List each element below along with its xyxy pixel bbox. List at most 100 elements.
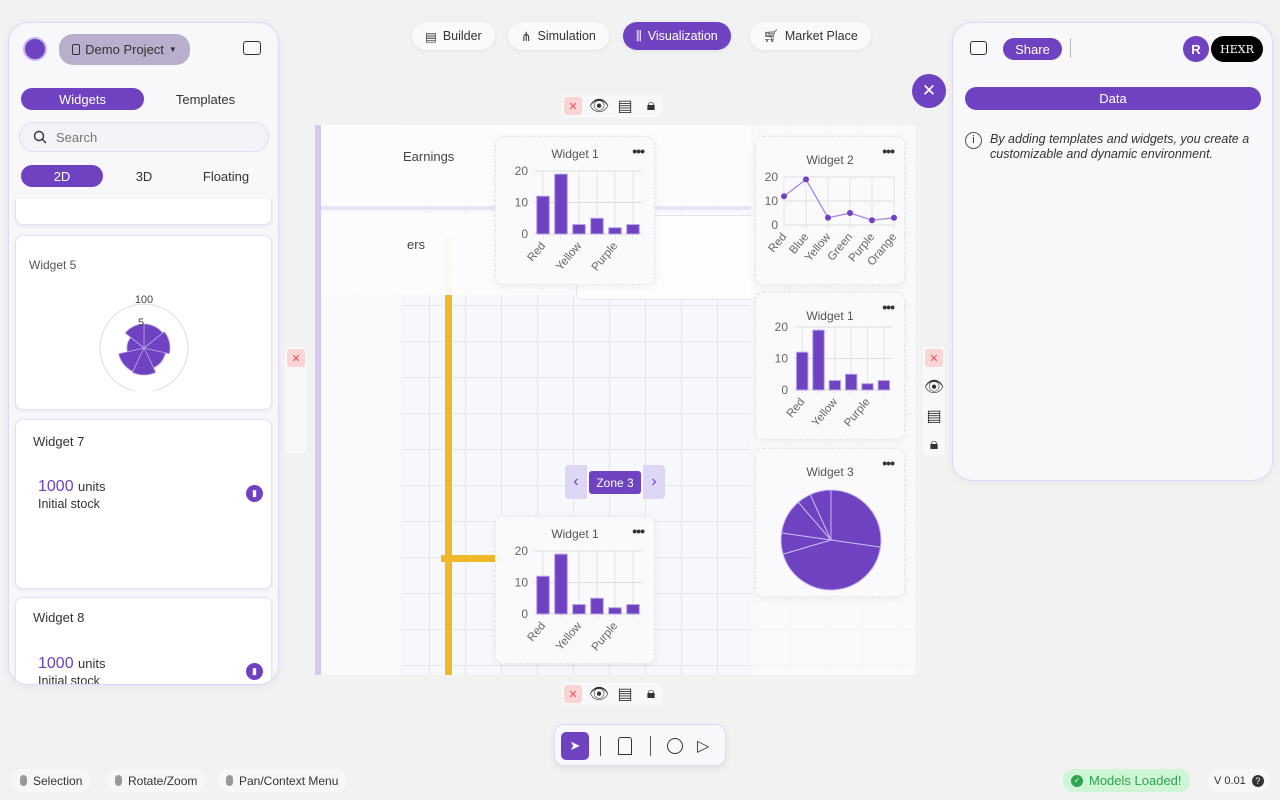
widget-card-1-right[interactable]: Widget 1 ••• 0 10 20 Red Yellow Purple (755, 292, 905, 440)
x-tick-label: Purple (842, 396, 873, 429)
info-text: By adding templates and widgets, you cre… (990, 132, 1250, 161)
chart-icon[interactable]: ▮ (246, 485, 263, 502)
x-tick-label: Yellow (554, 620, 585, 653)
bar (572, 604, 586, 615)
nav-builder[interactable]: ▤ Builder (412, 22, 495, 50)
info-icon: i (965, 132, 982, 149)
eye-icon[interactable]: 👁︎ (588, 686, 610, 703)
widget-card-partial[interactable] (15, 199, 272, 225)
series-line (783, 178, 895, 221)
data-point (803, 176, 809, 183)
version: V 0.01? (1208, 769, 1270, 792)
play-tool[interactable]: ▷ (697, 738, 710, 755)
data-point (869, 217, 875, 224)
tools-button[interactable]: ✕ (912, 74, 946, 108)
bar (877, 380, 891, 391)
bar (536, 195, 550, 235)
close-icon[interactable]: ✕ (564, 97, 582, 115)
bar (536, 575, 550, 615)
y-tick-label: 0 (521, 607, 528, 621)
pie-slice (809, 489, 832, 541)
more-icon[interactable]: ••• (882, 455, 895, 471)
mode-floating[interactable]: Floating (202, 168, 250, 184)
polar-chart: 100 5 (99, 294, 189, 391)
check-icon: ✓ (1071, 774, 1083, 787)
y-tick-label: 0 (771, 218, 778, 232)
panel-toggle-icon[interactable] (970, 41, 987, 55)
widget-card-1-top[interactable]: Widget 1 ••• 0 10 20 Red Yellow Purple (495, 136, 655, 285)
sidebar-toggle-icon[interactable] (243, 41, 261, 55)
tools-icon: ✕ (921, 81, 937, 100)
mode-2d[interactable]: 2D (21, 165, 103, 187)
share-button[interactable]: Share (1003, 38, 1062, 60)
cart-icon: 🛒︎ (763, 28, 779, 43)
close-icon[interactable]: ✕ (564, 685, 582, 703)
lock-icon[interactable]: 🔒︎ (646, 685, 656, 702)
status-badge: ✓ Models Loaded! (1063, 769, 1190, 792)
more-icon[interactable]: ••• (632, 143, 645, 159)
tab-templates[interactable]: Templates (175, 91, 236, 107)
more-icon[interactable]: ••• (632, 523, 645, 539)
polar-slice (143, 331, 171, 355)
bar (861, 383, 874, 391)
zone-label: Zone 3 (589, 471, 641, 494)
pointer-tool[interactable]: ➤ (561, 732, 589, 760)
hint-pan: Pan/Context Menu (218, 769, 347, 792)
help-icon[interactable]: ? (1251, 774, 1264, 787)
more-icon[interactable]: ••• (882, 143, 895, 159)
bar (590, 217, 604, 235)
polar-slice (124, 323, 145, 349)
comment-tool[interactable] (667, 738, 683, 754)
zone-prev-button[interactable]: ‹ (565, 465, 587, 499)
pie-slice (830, 489, 882, 548)
search-icon (33, 130, 47, 144)
eye-icon[interactable]: 👁︎ (588, 98, 610, 115)
bar (608, 607, 622, 615)
visualization-icon: ⫼ (636, 28, 642, 43)
bottom-toolbar: ➤ ▷ (554, 724, 726, 766)
nav-visualization[interactable]: ⫼ Visualization (623, 22, 731, 50)
clear-icon[interactable]: ▤ (926, 408, 942, 425)
widget-card-3[interactable]: Widget 3 ••• (755, 448, 905, 597)
earnings-label: Earnings (403, 149, 455, 164)
more-icon[interactable]: ••• (882, 299, 895, 315)
x-tick-label: Red (785, 396, 808, 420)
widget-card-5[interactable]: Widget 5 100 5 (15, 235, 272, 410)
app-logo-icon[interactable] (23, 37, 47, 61)
tab-widgets[interactable]: Widgets (21, 88, 144, 110)
widget-card-2[interactable]: Widget 2 ••• 0 10 20 Red Blue Yellow Green Purple… (755, 136, 905, 285)
polar-tick-100: 100 (135, 294, 153, 306)
x-tick-label: Purple (590, 620, 621, 653)
clear-icon[interactable]: ▤ (617, 98, 633, 115)
chart-icon[interactable]: ▮ (246, 663, 263, 680)
widget-list[interactable]: Widget 5 100 5 Widget 7 1000 units Initi… (9, 199, 278, 684)
orders-label: ers (407, 237, 426, 252)
project-dropdown[interactable]: Demo Project ▼ (59, 34, 190, 65)
close-icon[interactable]: ✕ (287, 349, 305, 367)
widget-card-7[interactable]: Widget 7 1000 units Initial stock ▮ (15, 419, 272, 589)
lock-icon[interactable]: 🔒︎ (646, 97, 656, 114)
bar (626, 224, 640, 235)
clear-icon[interactable]: ▤ (617, 686, 633, 703)
data-point (847, 210, 853, 216)
polar-slice (131, 347, 157, 376)
y-tick-label: 10 (765, 194, 779, 208)
bar (554, 173, 568, 235)
widget-card-8[interactable]: Widget 8 1000 units Initial stock ▮ (15, 597, 272, 684)
nav-simulation[interactable]: ⋔ Simulation (508, 22, 609, 50)
close-icon[interactable]: ✕ (925, 349, 943, 367)
mode-3d[interactable]: 3D (135, 168, 153, 184)
nav-market-place[interactable]: 🛒︎ Market Place (750, 22, 871, 50)
zone-next-button[interactable]: › (643, 465, 665, 499)
eye-icon[interactable]: 👁︎ (923, 379, 945, 396)
lock-icon[interactable]: 🔒︎ (929, 436, 939, 453)
search-input[interactable]: Search (19, 122, 269, 152)
x-tick-label: Yellow (810, 396, 841, 429)
data-point (781, 193, 787, 200)
data-tab[interactable]: Data (965, 87, 1261, 110)
right-panel: Share R HEXR Data i By adding templates … (952, 22, 1273, 481)
mouse-left-icon (20, 775, 27, 786)
bookmark-tool[interactable] (618, 737, 632, 755)
widget-card-1-bottom[interactable]: Widget 1 ••• 0 10 20 Red Yellow Purple (495, 516, 655, 664)
avatar[interactable]: R (1183, 36, 1209, 62)
